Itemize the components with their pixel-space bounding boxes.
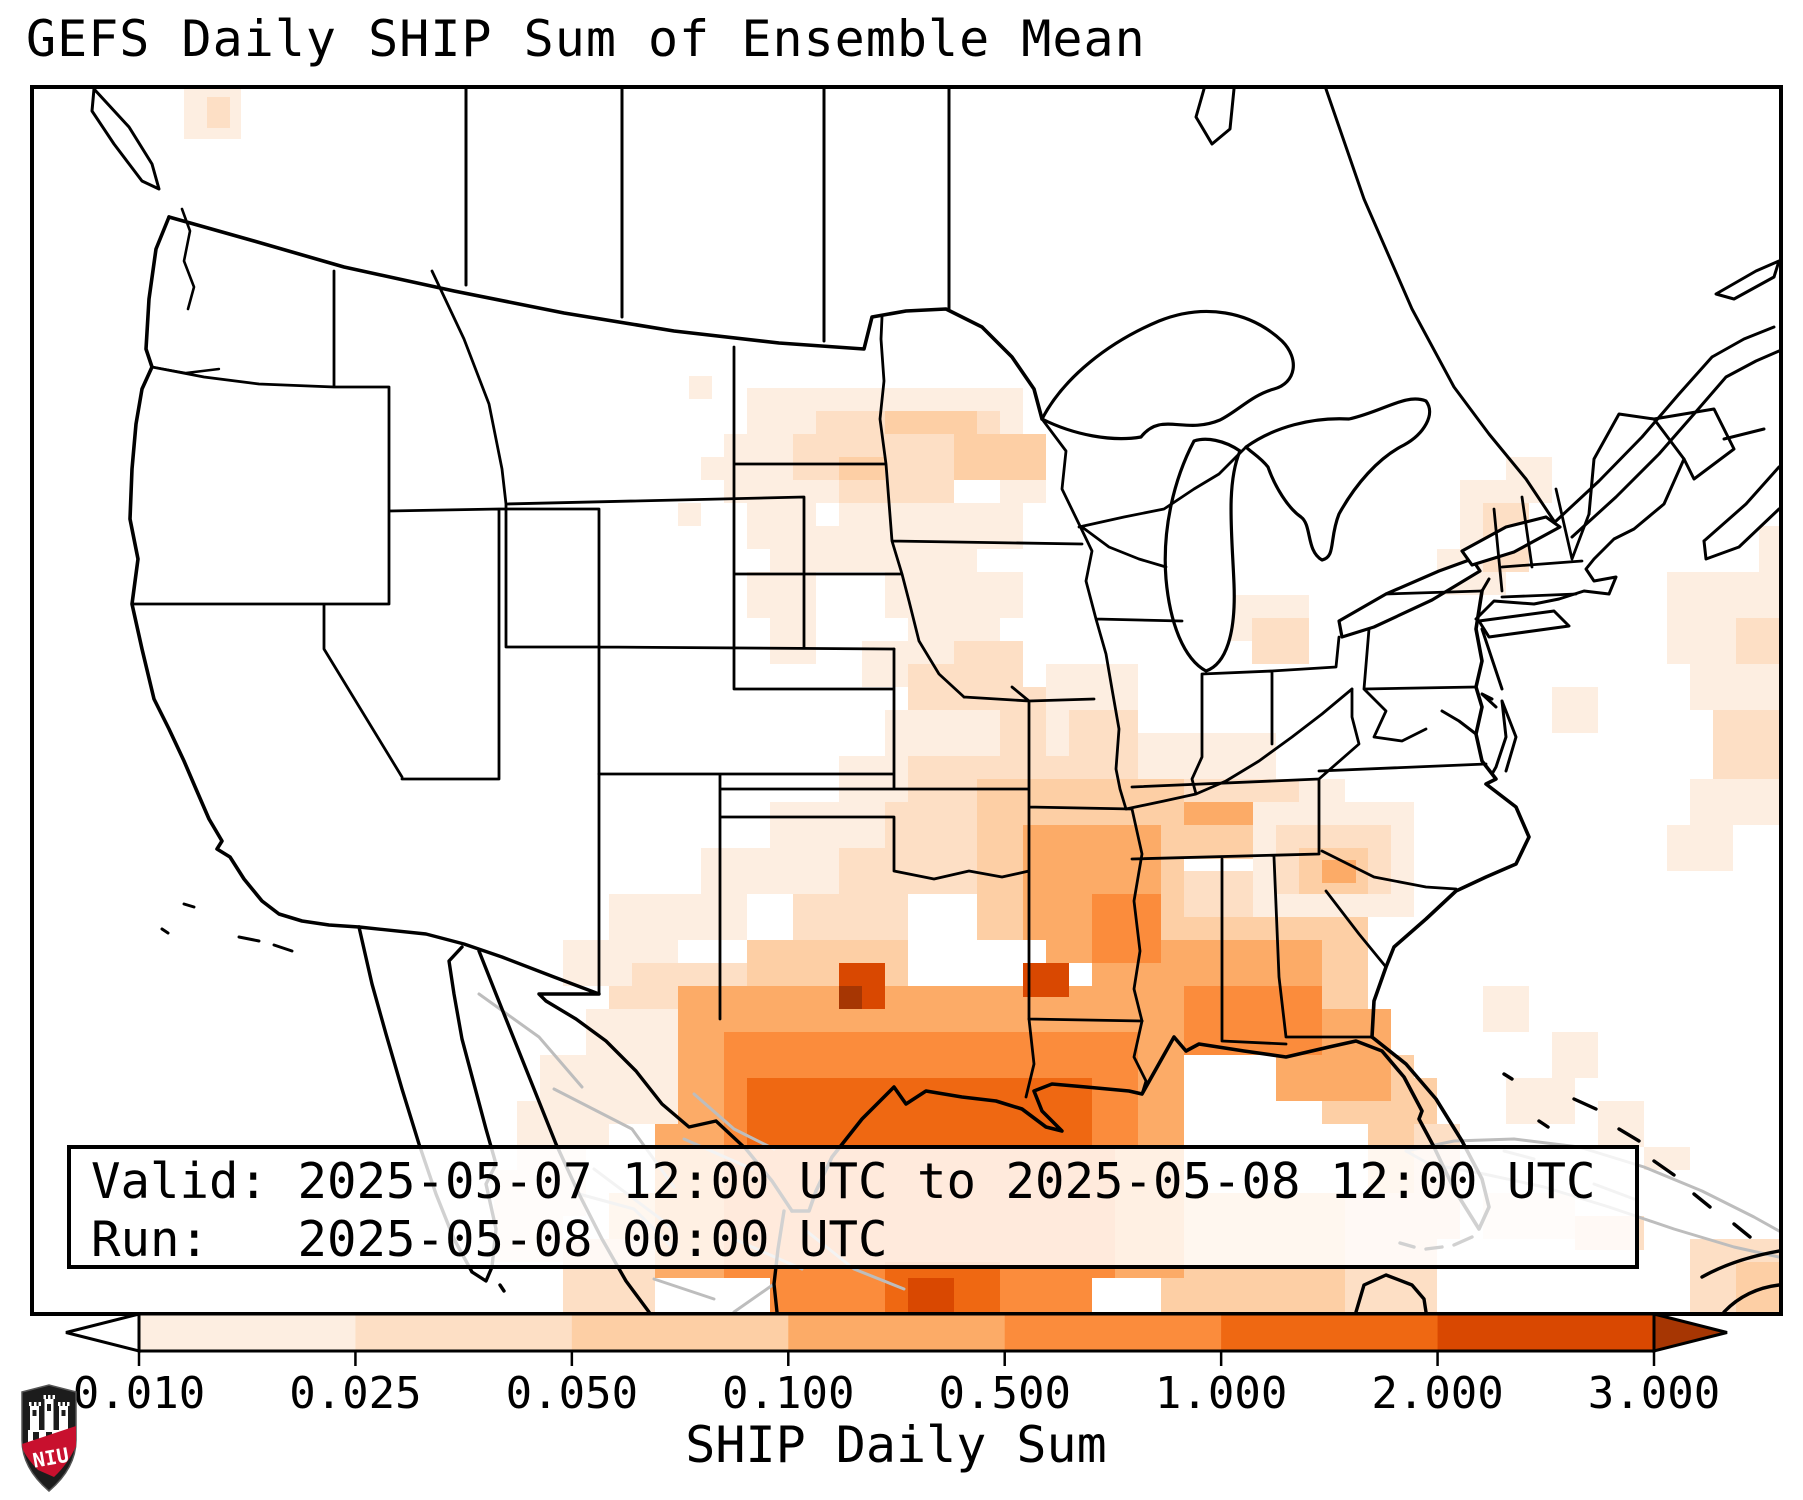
heatmap-cell — [954, 1101, 1069, 1147]
colorbar-segment — [1004, 1314, 1222, 1351]
state-borders-west — [132, 271, 894, 779]
heatmap-cell — [816, 503, 839, 526]
heatmap-cell — [1759, 526, 1779, 572]
colorbar-tick-label: 1.000 — [1154, 1368, 1288, 1419]
cuba-southeast-coast — [1702, 1251, 1779, 1312]
pacific-coast — [130, 217, 359, 927]
heatmap-cell — [689, 376, 712, 399]
heatmap-cell — [207, 97, 230, 128]
heatmap-cell — [839, 848, 977, 894]
heatmap-cell — [770, 618, 816, 664]
heatmap-cell — [1092, 894, 1161, 963]
heatmap-cell — [908, 664, 977, 710]
great-lakes-layer — [1042, 311, 1560, 671]
lake-michigan — [1165, 439, 1240, 671]
valid-line: Valid: 2025-05-07 12:00 UTC to 2025-05-0… — [91, 1153, 1596, 1210]
heatmap-layer — [184, 89, 1779, 1312]
heatmap-cell — [954, 434, 1046, 480]
map-svg — [34, 89, 1779, 1312]
yucatan-coast — [1356, 1275, 1426, 1312]
colorbar-outline — [137, 1312, 1656, 1353]
st-lawrence — [1556, 327, 1779, 537]
heatmap-cell — [1690, 779, 1779, 825]
heatmap-cell — [678, 503, 701, 526]
heatmap-cell — [885, 411, 977, 434]
run-line: Run: 2025-05-08 00:00 UTC — [91, 1211, 888, 1268]
heatmap-cell — [609, 894, 747, 940]
info-box: Valid: 2025-05-07 12:00 UTC to 2025-05-0… — [67, 1145, 1639, 1269]
colorbar-segment — [571, 1314, 789, 1351]
heatmap-cell — [1252, 618, 1309, 664]
map-canvas: Valid: 2025-05-07 12:00 UTC to 2025-05-0… — [30, 85, 1783, 1316]
chesapeake-delmarva — [1442, 701, 1516, 774]
long-island — [1479, 611, 1569, 637]
heatmap-cell — [1322, 860, 1356, 883]
niu-logo: NIU — [16, 1382, 82, 1494]
heatmap-cell — [1667, 825, 1733, 871]
us-canada-border — [169, 217, 1042, 419]
heatmap-cell — [1069, 710, 1138, 779]
page-title: GEFS Daily SHIP Sum of Ensemble Mean — [26, 10, 1146, 68]
colorbar-tick-label: 0.100 — [722, 1368, 855, 1419]
heatmap-cell — [1138, 733, 1276, 779]
heatmap-cell — [1552, 1032, 1598, 1078]
heatmap-cell — [1506, 1078, 1575, 1124]
heatmap-cell — [839, 457, 885, 480]
lake-huron — [1246, 399, 1430, 560]
new-jersey-newengland-coast — [1476, 414, 1684, 707]
heatmap-cell — [1483, 986, 1529, 1032]
logo-red-band — [22, 1426, 76, 1477]
heatmap-cell — [770, 549, 977, 572]
colorbar-segment — [139, 1314, 356, 1351]
james-bay — [1196, 89, 1234, 144]
colorbar — [65, 1312, 1728, 1366]
colorbar-tick-label: 2.000 — [1371, 1368, 1504, 1419]
colorbar-segment — [1221, 1314, 1439, 1351]
lake-erie — [1339, 559, 1480, 637]
anticosti-island — [1716, 261, 1779, 299]
heatmap-cell — [1023, 963, 1069, 997]
lake-superior — [1042, 311, 1293, 438]
heatmap-cell — [954, 480, 1000, 503]
state-borders-plains — [599, 317, 1142, 1021]
heatmap-cell — [839, 480, 954, 503]
colorbar-tick-label: 0.025 — [289, 1368, 422, 1419]
baja-tip-island — [500, 1285, 504, 1291]
heatmap-cell — [1552, 687, 1598, 733]
state-borders-east — [1319, 489, 1589, 967]
heatmap-cell — [839, 986, 862, 1009]
colorbar-over-arrow — [1652, 1312, 1728, 1353]
state-borders-midwest — [1042, 419, 1352, 1021]
heatmap-cell — [908, 1278, 954, 1312]
colorbar-tick-label: 3.000 — [1587, 1368, 1721, 1419]
maritime-canada — [1654, 409, 1779, 559]
state-borders-south — [1026, 779, 1372, 1097]
heatmap-cell — [885, 710, 1000, 756]
colorbar-tick-label: 0.050 — [505, 1368, 639, 1419]
colorbar-tick-label: 0.500 — [938, 1368, 1071, 1419]
heatmap-cell — [701, 457, 724, 480]
colorbar-title: SHIP Daily Sum — [685, 1416, 1107, 1474]
bahamas — [1504, 1074, 1750, 1237]
canada-provinces — [466, 89, 1554, 521]
channel-islands — [162, 904, 292, 951]
heatmap-cell — [931, 572, 1023, 618]
puget-sound — [182, 209, 194, 309]
colorbar-segment — [355, 1314, 573, 1351]
vancouver-island — [92, 89, 159, 189]
heatmap-cell — [701, 848, 839, 894]
colorbar-segment — [1437, 1314, 1655, 1351]
heatmap-cell — [747, 572, 816, 618]
heatmap-cell — [1736, 618, 1779, 664]
heatmap-cell — [793, 894, 908, 940]
colorbar-segment — [788, 1314, 1006, 1351]
colorbar-tick-label: 0.010 — [72, 1368, 206, 1419]
lake-ontario — [1462, 517, 1560, 565]
colorbar-under-arrow — [65, 1312, 141, 1353]
heatmap-cell — [1644, 1147, 1690, 1170]
